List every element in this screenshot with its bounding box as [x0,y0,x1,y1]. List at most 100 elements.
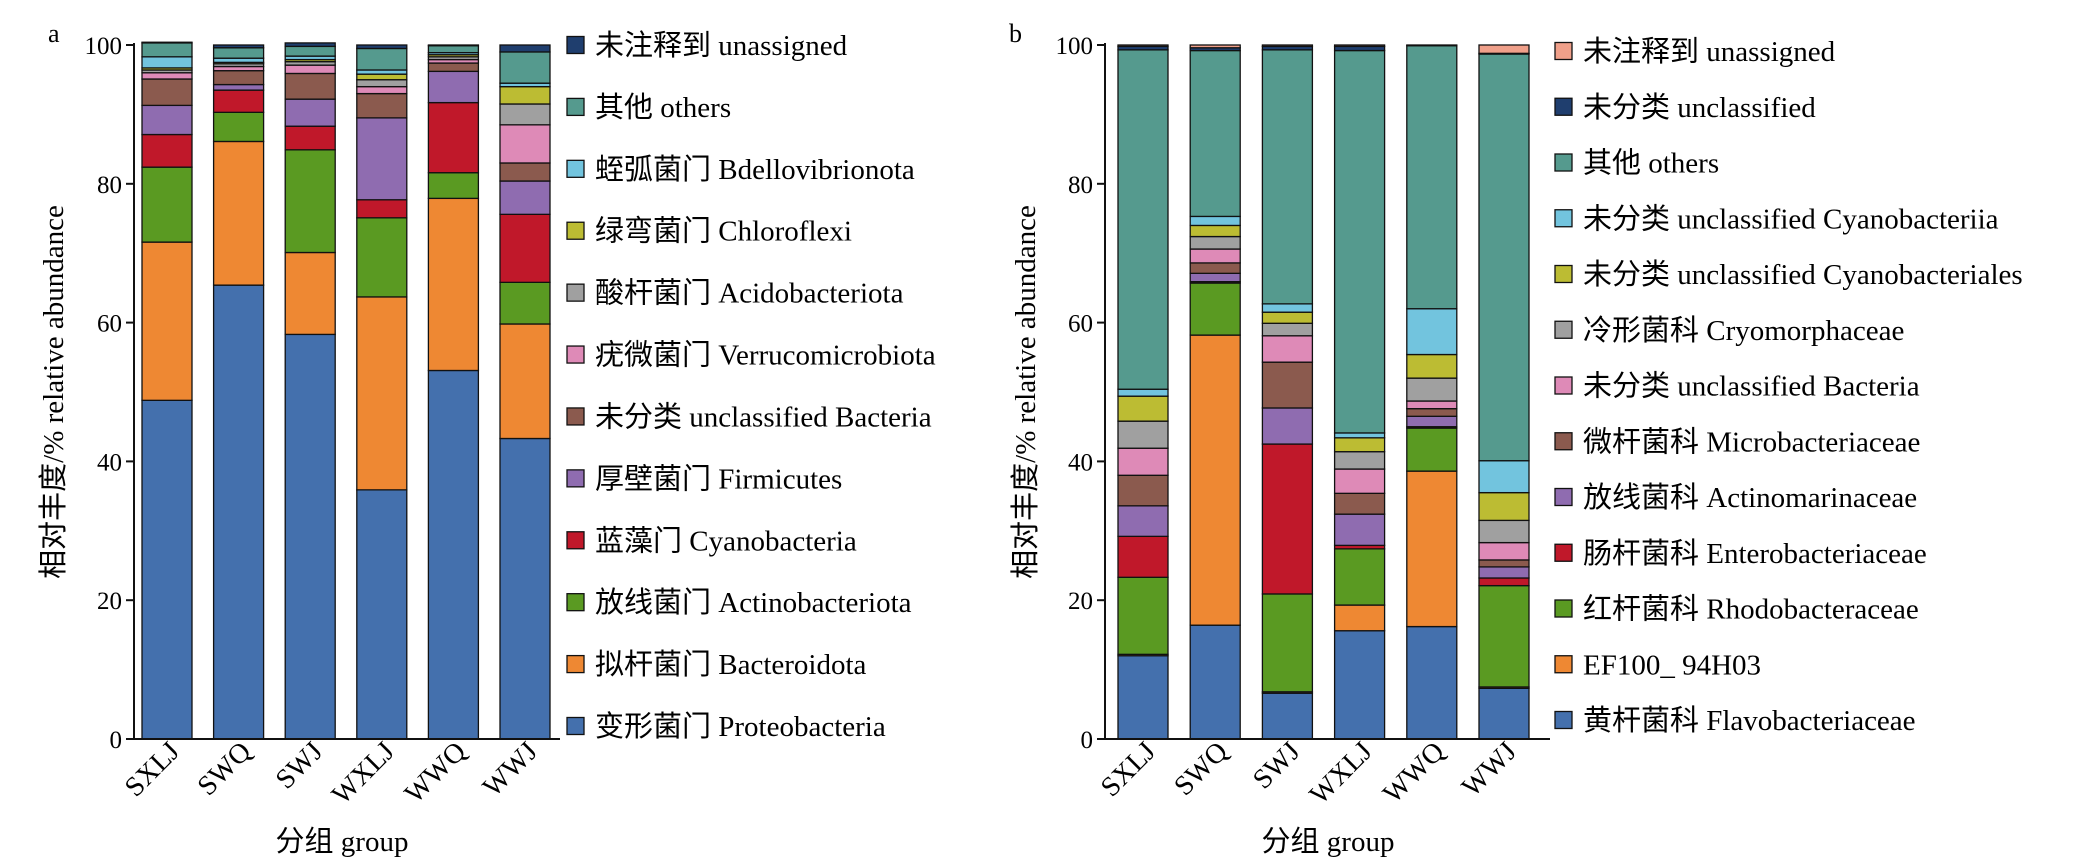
bar-segment [1406,470,1458,628]
x-tick-label: SWJ [1247,736,1306,795]
bar-segment [141,133,193,168]
bar-segment [141,72,193,80]
x-tick-label: SWJ [270,736,329,795]
bar-segment [1406,44,1458,47]
panel-letter: a [48,19,60,48]
legend-swatch [566,221,585,240]
bar-segment [284,64,336,75]
legend-label: 未注释到 unassigned [1583,35,1836,68]
y-axis-title: 相对丰度/% relative abundance [1009,205,1042,579]
bar-segment [212,70,265,86]
bar-segment [284,333,336,740]
bar-segment [1261,322,1314,337]
bar-segment [1333,630,1386,740]
bar-segment [1333,49,1386,434]
bar-segment [1189,49,1241,218]
legend-label: 冷形菌科 Cryomorphaceae [1583,314,1904,347]
bar-segment [1189,235,1241,250]
x-tick-label: SWQ [1168,736,1234,802]
bar-segment [212,284,265,740]
legend: 未注释到 unassigned 其他 others 蛭弧菌门 Bdellovibri… [566,29,936,743]
bar-segment [141,56,193,69]
bar-segment [1333,548,1386,606]
bar-segment [1117,447,1169,476]
x-tick-label: WWJ [477,736,544,803]
legend-swatch [566,407,585,426]
bar-segment [427,62,480,73]
legend-label: 未分类 unclassified [1583,91,1816,124]
bar-segment [1478,577,1530,587]
legend-swatch [1554,320,1573,339]
y-tick-label: 80 [97,172,122,199]
bar-segment [1333,468,1386,494]
legend-swatch [566,654,585,674]
legend-label: 其他 others [595,91,731,124]
legend-label: 拟杆菌门 Bacteroidota [595,648,867,681]
x-tick-label: SXLJ [1095,736,1162,803]
bar-segment [1261,593,1314,693]
bar-segment [141,166,193,243]
bar-segment [1117,44,1169,48]
legend-label: 未注释到 unassigned [595,29,848,62]
bar-segment [1117,474,1169,507]
x-tick-label: WXLJ [1304,736,1379,811]
bar-segment [1406,625,1458,740]
bar-segment [212,47,265,59]
bar-segment [284,98,336,127]
bar-segment [1478,44,1530,54]
legend-label: 变形菌门 Proteobacteria [595,710,886,743]
bar-segment [284,149,336,254]
legend-swatch [1554,599,1573,618]
bar-segment [141,104,193,136]
y-tick-label: 20 [97,588,122,615]
panel-letter: b [1009,19,1022,48]
bar-segment [1478,559,1530,568]
bar-segment [1261,49,1314,305]
legend-label: 未分类 unclassified Cyanobacteriia [1583,202,1999,235]
bar-segment [141,399,193,740]
legend-swatch [566,716,585,736]
bar-segment [284,72,336,100]
bar-segment [1478,491,1530,522]
bar-segment [499,323,551,440]
bar-segment [1117,576,1169,655]
y-tick-label: 60 [1068,311,1093,338]
bar-segment [1189,248,1241,264]
legend-swatch [566,345,585,364]
legend-label: 蓝藻门 Cyanobacteria [595,524,857,557]
bar-segment [1478,584,1530,688]
y-tick-label: 100 [85,33,123,60]
bar-segment [427,44,480,47]
bar-segment [356,92,408,119]
bar-segment [1189,262,1241,274]
bar-segment [1333,513,1386,547]
legend-label: 酸杆菌门 Acidobacteriota [595,277,904,310]
bar-segment [212,140,265,286]
bar-segment [427,172,480,200]
bar-segment [356,199,408,219]
x-axis-title: 分组 group [276,825,409,858]
legend-label: EF100_ 94H03 [1583,649,1761,681]
bar-segment [356,85,408,95]
legend-label: 放线菌科 Actinomarinaceae [1583,481,1917,514]
bar-segment [499,162,551,182]
bar-segment [1189,272,1241,283]
bar-segment [1333,492,1386,515]
bar-segment [356,489,408,740]
legend-swatch [1554,41,1573,61]
x-tick-label: WWQ [1377,736,1451,810]
bar-segment [284,125,336,151]
bar-segment [1189,624,1241,740]
legend-label: 放线菌门 Actinobacteriota [595,586,912,619]
bar-segment [1406,45,1458,310]
bar-segment [1406,308,1458,356]
bar-segment [1478,541,1530,561]
legend-label: 未分类 unclassified Cyanobacteriales [1583,258,2023,291]
bar-segment [1406,400,1458,410]
legend-swatch [566,159,585,178]
bar-segment [1478,687,1530,740]
bar-segment [1117,535,1169,578]
bar-segment [499,85,551,105]
bar-segment [1117,655,1169,740]
